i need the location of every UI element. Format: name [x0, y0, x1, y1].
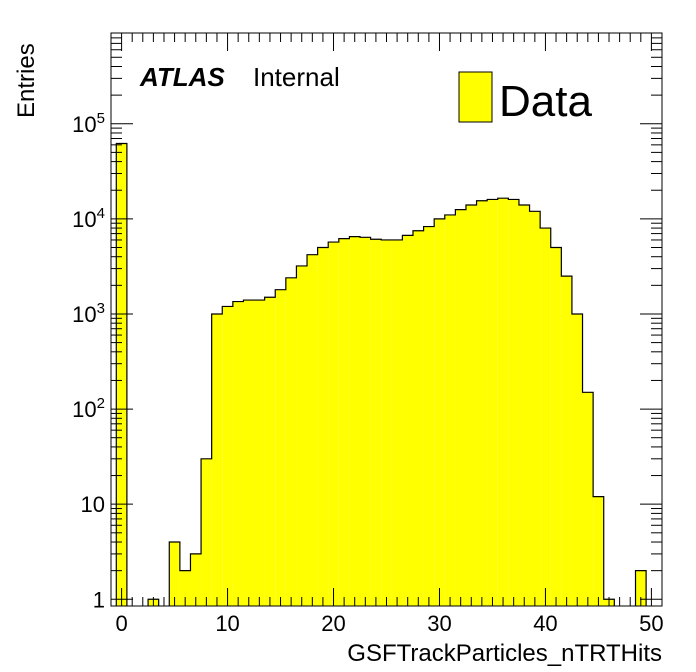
histogram-bar [254, 300, 265, 606]
histogram-bar [349, 237, 360, 606]
histogram-bar [265, 297, 276, 606]
x-tick-label: 40 [533, 611, 557, 636]
histogram-bar [212, 314, 223, 606]
histogram-bar [583, 392, 594, 606]
atlas-label: ATLAS [139, 62, 225, 92]
histogram-bar [519, 205, 530, 606]
y-tick-label: 10 [81, 492, 105, 517]
histogram-bar [233, 302, 244, 606]
y-axis-title: Entries [13, 43, 40, 118]
histogram-bar [381, 240, 392, 606]
y-tick-label: 103 [72, 300, 105, 327]
legend-label: Data [499, 77, 592, 126]
histogram-bar [413, 231, 424, 606]
histogram-bar [498, 198, 509, 606]
histogram-bar [572, 314, 583, 606]
histogram-bar [466, 205, 477, 606]
y-tick-label: 105 [72, 110, 105, 137]
histogram-bar [392, 240, 403, 606]
histogram-chart: 0 10 20 30 40 50 1 10 102 103 104 105 Entries GSFTr… [0, 0, 696, 672]
histogram-bar [402, 235, 413, 606]
x-axis-title: GSFTrackParticles_nTRTHits [347, 640, 662, 667]
histogram-bar [477, 201, 488, 606]
y-tick-label: 102 [72, 395, 105, 422]
y-tick-label: 1 [93, 587, 105, 612]
histogram-bar [561, 276, 572, 606]
x-tick-label: 20 [321, 611, 345, 636]
histogram-bar [530, 211, 541, 606]
histogram-bar [445, 215, 456, 606]
x-tick-label: 30 [427, 611, 451, 636]
internal-label: Internal [253, 62, 340, 92]
histogram-bar [487, 199, 498, 606]
histogram-bar [540, 228, 551, 606]
histogram-bar [434, 219, 445, 606]
y-tick-label: 104 [72, 205, 105, 232]
histogram-bar [318, 247, 329, 606]
histogram-bar [360, 237, 371, 606]
histogram-bar [296, 266, 307, 606]
histogram-bar [424, 227, 435, 606]
histogram-bar [371, 239, 382, 606]
histogram-bar [339, 239, 350, 606]
histogram-bar [328, 242, 339, 606]
histogram-bar [307, 255, 318, 606]
histogram-bar [275, 290, 286, 606]
x-tick-label: 0 [115, 611, 127, 636]
histogram-bar [455, 210, 466, 606]
histogram-bar [286, 278, 297, 606]
histogram-bar [201, 459, 212, 606]
histogram-bar [169, 542, 180, 606]
x-tick-label: 50 [639, 611, 663, 636]
x-tick-label: 10 [215, 611, 239, 636]
histogram-bar [222, 306, 233, 606]
legend-swatch [459, 72, 492, 122]
histogram-bar [116, 143, 127, 606]
histogram-bar [593, 497, 604, 606]
legend: Data [459, 72, 592, 126]
histogram-bar [508, 199, 519, 606]
histogram-bars [116, 143, 646, 606]
histogram-bar [551, 247, 562, 606]
histogram-bar [243, 300, 254, 606]
